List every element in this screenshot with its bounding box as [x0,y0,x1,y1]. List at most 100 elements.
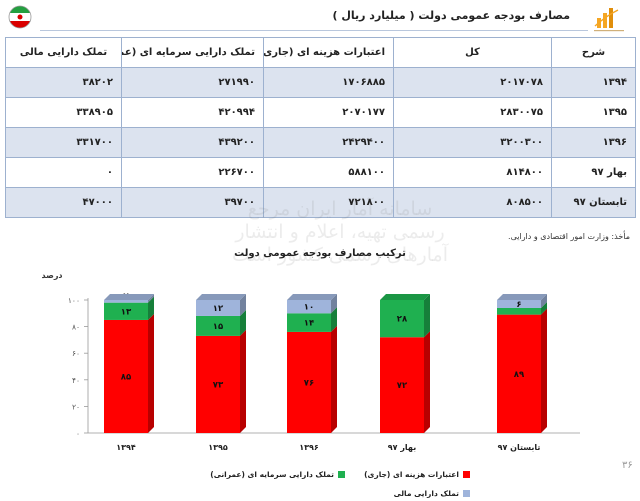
table-cell: ۴۳۹۲۰۰ [121,127,264,158]
y-axis-label: درصد [41,271,62,280]
bar-segment-side [331,307,337,332]
legend-swatch-capital [338,471,345,478]
table-row: تابستان ۹۷ ۸۰۸۵۰۰ ۷۲۱۸۰۰ ۳۹۷۰۰ ۴۷۰۰۰ [5,187,636,218]
bar-value-label: ۱۴ [304,319,314,329]
x-tick-label: ۱۳۹۴ [116,443,136,452]
bar-segment-side [240,309,246,336]
legend-item-capital: تملک دارایی سرمایه ای (عمرانی) [210,470,345,479]
legend-label: تملک دارایی مالی [393,489,459,498]
y-tick-label: ۱۰۰ [68,296,80,305]
y-tick-label: ۴۰ [72,376,80,385]
bar-segment-side [148,313,154,433]
row-label: بهار ۹۷ [551,157,636,188]
y-tick-label: ۰ [76,429,80,438]
page-header: مصارف بودجه عمومی دولت ( میلیارد ریال ) [0,0,640,34]
page-title: مصارف بودجه عمومی دولت ( میلیارد ریال ) [332,9,570,22]
table-row: ۱۳۹۴ ۲۰۱۷۰۷۸ ۱۷۰۶۸۸۵ ۲۷۱۹۹۰ ۳۸۲۰۲ [5,67,636,98]
bar-top-face [380,294,430,300]
page-number: ۳۶ [622,460,633,471]
iran-flag-emblem-icon [8,5,32,29]
bar-value-label: ۷۲ [397,381,408,391]
column-header: تملک دارایی سرمایه ای (عمرانی) [121,37,264,68]
table-cell: ۳۲۰۰۳۰۰ [393,127,552,158]
bar-segment [104,302,148,320]
x-tick-label: ۱۳۹۵ [208,443,228,452]
header-divider [40,30,588,31]
bar-segment [287,300,331,314]
bar-segment-side [331,294,337,314]
watermark-line: رسمی تهیه، اعلام و انتشار [235,221,445,243]
bar-value-label: ۶ [516,300,521,310]
bar-value-label: ۲۸ [397,315,408,325]
table-cell: ۸۰۸۵۰۰ [393,187,552,218]
y-tick-label: ۲۰ [72,402,80,411]
table-cell: ۳۸۲۰۲ [5,67,122,98]
bar-segment [380,337,424,433]
bar-segment [497,300,541,308]
table-cell: ۷۲۱۸۰۰ [263,187,394,218]
bar-segment-side [541,308,547,433]
bar-segment-side [148,294,154,303]
table-cell: ۳۹۷۰۰ [121,187,264,218]
column-header: شرح [551,37,636,68]
bar-segment [104,319,148,433]
row-label: تابستان ۹۷ [551,187,636,218]
chart-title: ترکیب مصارف بودجه عمومی دولت [234,248,406,259]
watermark-line: آمارهای رسمی کشور است [232,244,448,266]
table-cell: ۴۷۰۰۰ [5,187,122,218]
table-cell: ۸۱۴۸۰۰ [393,157,552,188]
bar-segment [497,314,541,433]
table-header-row: شرح کل اعتبارات هزینه ای (جاری) تملک دار… [5,37,636,68]
bar-top-face [497,294,547,300]
table-cell: ۲۰۱۷۰۷۸ [393,67,552,98]
row-label: ۱۳۹۶ [551,127,636,158]
bar-value-label: ۱۰ [304,303,314,313]
bar-segment-side [424,331,430,433]
bar-segment [196,300,240,316]
bar-value-label: ۷۶ [304,378,314,388]
bar-top-face [104,294,154,300]
table-cell: ۰ [5,157,122,188]
watermark: سامانه آمار ایران مرجع رسمی تهیه، اعلام … [200,198,480,267]
legend-swatch-current [463,471,470,478]
table-cell: ۴۲۰۹۹۴ [121,97,264,128]
legend-item-financial: تملک دارایی مالی [394,489,470,498]
table-cell: ۲۰۷۰۱۷۷ [263,97,394,128]
bar-segment [380,300,424,338]
budget-table: شرح کل اعتبارات هزینه ای (جاری) تملک دار… [5,37,636,218]
bar-value-label: ۱۵ [213,322,223,332]
source-note: مأخذ: وزارت امور اقتصادی و دارایی. [508,232,630,241]
legend-label: تملک دارایی سرمایه ای (عمرانی) [210,470,334,479]
table-cell: ۱۷۰۶۸۸۵ [263,67,394,98]
bar-top-face [287,294,337,300]
legend-item-current: اعتبارات هزینه ای (جاری) [364,470,470,479]
table-cell: ۲۷۱۹۹۰ [121,67,264,98]
bar-segment-side [541,301,547,315]
bar-segment-side [240,294,246,316]
column-header: کل [393,37,552,68]
bar-segment [196,335,240,433]
table-row: ۱۳۹۶ ۳۲۰۰۳۰۰ ۲۴۲۹۴۰۰ ۴۳۹۲۰۰ ۳۳۱۷۰۰ [5,127,636,158]
bar-value-label: ۱۳ [121,307,132,317]
x-tick-label: بهار ۹۷ [388,443,416,452]
table-cell: ۵۸۸۱۰۰ [263,157,394,188]
bar-segment [287,313,331,332]
table-cell: ۲۲۶۷۰۰ [121,157,264,188]
watermark-line: سامانه آمار ایران مرجع [247,198,433,220]
bar-segment-side [240,329,246,433]
bar-value-label: ۸۹ [514,370,525,380]
column-header: تملک دارایی مالی [5,37,122,68]
y-tick-label: ۶۰ [72,349,80,358]
legend-swatch-financial [463,490,470,497]
chart-legend: اعتبارات هزینه ای (جاری) تملک دارایی سرم… [170,463,470,498]
bar-value-label: ۱۲ [213,304,224,314]
bar-value-label: ۷۳ [213,380,224,390]
bar-segment-side [541,294,547,308]
bar-value-label: ۸۵ [121,372,131,382]
bar-segment-side [424,294,430,338]
x-tick-label: تابستان ۹۷ [498,443,541,452]
bar-segment [497,307,541,315]
bar-segment [196,315,240,336]
bar-segment [104,300,148,303]
x-tick-label: ۱۳۹۶ [299,443,319,452]
